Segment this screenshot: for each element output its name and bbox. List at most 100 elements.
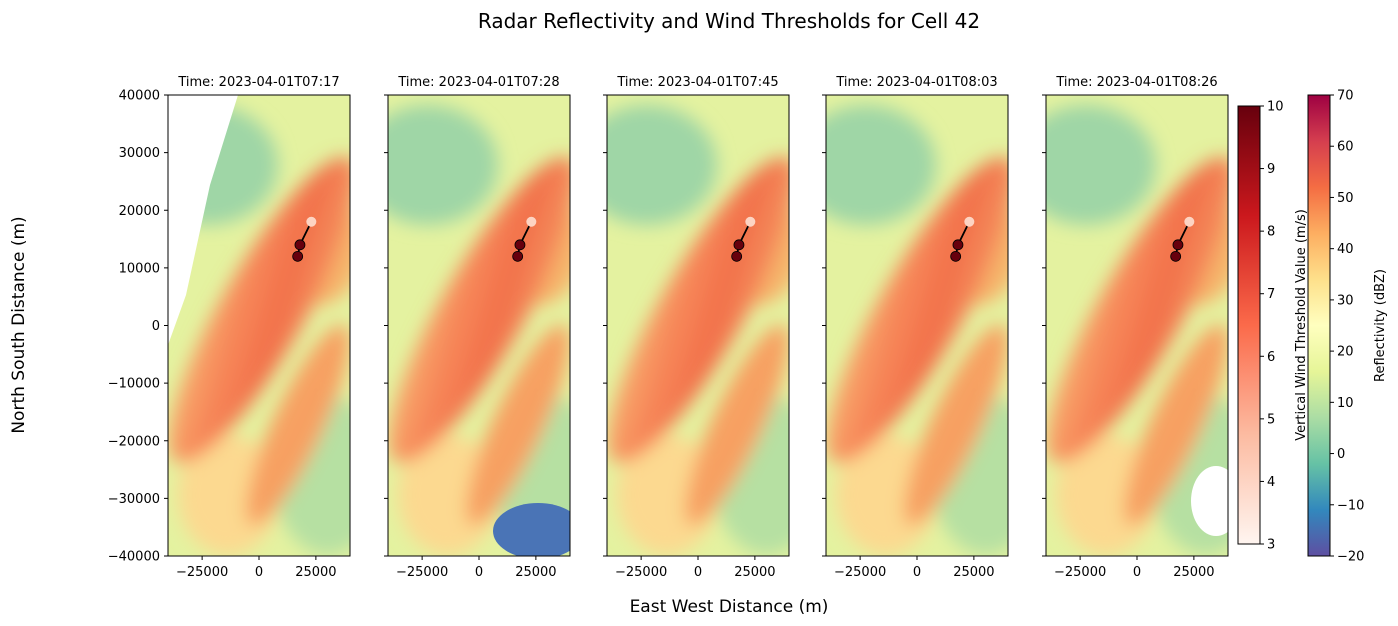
track-point bbox=[294, 239, 306, 251]
colorbar-tick-label: 9 bbox=[1267, 162, 1275, 177]
colorbar-tick-label: 5 bbox=[1267, 412, 1275, 427]
colorbar-tick-label: 10 bbox=[1337, 396, 1354, 411]
x-tick-label: 0 bbox=[1133, 565, 1141, 580]
field-high-band bbox=[1124, 324, 1228, 526]
field-texture bbox=[168, 105, 350, 555]
y-tick-label: 20000 bbox=[119, 204, 160, 219]
track-point bbox=[512, 250, 524, 262]
x-tick-label: 25000 bbox=[295, 565, 336, 580]
x-tick-label: 25000 bbox=[1173, 565, 1214, 580]
y-tick-label: −30000 bbox=[108, 492, 160, 507]
field-high-band bbox=[466, 324, 570, 526]
track-point bbox=[1184, 216, 1195, 227]
field-high-band bbox=[246, 324, 350, 526]
colorbar-reflectivity: −20 −10 0 10 20 30 40 50 60 70 Reflectivity (dBZ) bbox=[1307, 89, 1388, 565]
x-tick-label: 25000 bbox=[515, 565, 556, 580]
y-tick-label: −40000 bbox=[108, 550, 160, 565]
field-low-region bbox=[826, 105, 936, 225]
y-tick-label: −10000 bbox=[108, 377, 160, 392]
field-high-band bbox=[168, 156, 350, 464]
reflectivity-field bbox=[1046, 95, 1228, 556]
panel-3: Time: 2023-04-01T07:45 −25000 0 25000 bbox=[603, 75, 790, 580]
panel-2: Time: 2023-04-01T07:28 −25000 0 25000 bbox=[384, 75, 571, 580]
x-tick-label: 25000 bbox=[734, 565, 775, 580]
colorbar-wind-threshold: 3 4 5 6 7 8 9 10 Vertical Wind Threshold Value (… bbox=[1237, 100, 1309, 553]
colorbar-tick-label: 50 bbox=[1337, 191, 1354, 206]
track-point bbox=[745, 216, 756, 227]
track-point bbox=[964, 216, 975, 227]
field-high-band bbox=[1046, 156, 1228, 464]
x-axis-label: East West Distance (m) bbox=[630, 597, 829, 617]
panel-title: Time: 2023-04-01T07:28 bbox=[397, 75, 559, 90]
panel-title: Time: 2023-04-01T07:45 bbox=[616, 75, 778, 90]
field-high-band bbox=[388, 156, 570, 464]
colorbar-tick-label: 40 bbox=[1337, 242, 1354, 257]
colorbar-gradient bbox=[1307, 94, 1331, 557]
field-texture bbox=[826, 105, 1008, 555]
field-high-band bbox=[904, 324, 1008, 526]
x-tick-label: 0 bbox=[913, 565, 921, 580]
field-low-region bbox=[1046, 105, 1156, 225]
x-tick-label: 25000 bbox=[953, 565, 994, 580]
panel-4: Time: 2023-04-01T08:03 −25000 0 25000 bbox=[822, 75, 1009, 580]
missing-data-region bbox=[1191, 466, 1228, 536]
colorbar-tick-label: 6 bbox=[1267, 350, 1275, 365]
reflectivity-field bbox=[388, 95, 570, 556]
y-tick-label: 10000 bbox=[119, 261, 160, 276]
field-high-band bbox=[685, 324, 789, 526]
panels: Time: 2023-04-01T07:17 −25000 0 25000 −40000… bbox=[108, 75, 1229, 580]
colorbar-tick-label: 8 bbox=[1267, 225, 1275, 240]
track-point bbox=[731, 250, 743, 262]
colorbar-label: Vertical Wind Threshold Value (m/s) bbox=[1294, 209, 1309, 441]
field-low-region bbox=[388, 105, 498, 225]
x-tick-label: −25000 bbox=[1054, 565, 1106, 580]
x-tick-label: 0 bbox=[475, 565, 483, 580]
track-point bbox=[1172, 239, 1184, 251]
field-low-region bbox=[607, 105, 717, 225]
reflectivity-field bbox=[607, 95, 789, 556]
colorbar-tick-label: 20 bbox=[1337, 345, 1354, 360]
colorbar-tick-label: 4 bbox=[1267, 475, 1275, 490]
field-high-band bbox=[607, 156, 789, 464]
colorbar-tick-label: 70 bbox=[1337, 89, 1354, 104]
colorbar-label: Reflectivity (dBZ) bbox=[1373, 269, 1388, 382]
y-tick-label: 30000 bbox=[119, 146, 160, 161]
panel-5: Time: 2023-04-01T08:26 −25000 0 25000 bbox=[1042, 75, 1229, 580]
panel-title: Time: 2023-04-01T08:26 bbox=[1055, 75, 1217, 90]
field-texture bbox=[607, 105, 789, 555]
field-high-band bbox=[826, 156, 1008, 464]
y-tick-label: 40000 bbox=[119, 89, 160, 104]
colorbar-tick-label: 30 bbox=[1337, 293, 1354, 308]
track-point bbox=[526, 216, 537, 227]
reflectivity-field bbox=[826, 95, 1008, 556]
y-tick-label: 0 bbox=[152, 319, 160, 334]
track-point bbox=[952, 239, 964, 251]
track-point bbox=[306, 216, 317, 227]
y-axis-label: North South Distance (m) bbox=[9, 216, 29, 433]
colorbar-tick-label: 0 bbox=[1337, 447, 1345, 462]
track-point bbox=[514, 239, 526, 251]
field-low-region bbox=[493, 503, 570, 556]
track-point bbox=[733, 239, 745, 251]
x-tick-label: 0 bbox=[694, 565, 702, 580]
panel-title: Time: 2023-04-01T08:03 bbox=[835, 75, 997, 90]
colorbar-gradient bbox=[1237, 105, 1261, 545]
missing-data-region bbox=[168, 95, 238, 345]
colorbar-tick-label: 3 bbox=[1267, 538, 1275, 553]
colorbar-tick-label: −20 bbox=[1337, 550, 1364, 565]
x-tick-label: −25000 bbox=[615, 565, 667, 580]
x-tick-label: −25000 bbox=[834, 565, 886, 580]
colorbar-tick-label: 7 bbox=[1267, 287, 1275, 302]
x-tick-label: 0 bbox=[255, 565, 263, 580]
y-tick-label: −20000 bbox=[108, 434, 160, 449]
x-tick-label: −25000 bbox=[396, 565, 448, 580]
colorbar-tick-label: −10 bbox=[1337, 498, 1364, 513]
panel-1: Time: 2023-04-01T07:17 −25000 0 25000 −40000… bbox=[108, 75, 351, 580]
track-point bbox=[950, 250, 962, 262]
panel-title: Time: 2023-04-01T07:17 bbox=[177, 75, 339, 90]
figure-title: Radar Reflectivity and Wind Thresholds f… bbox=[478, 9, 980, 33]
track-point bbox=[292, 250, 304, 262]
x-tick-label: −25000 bbox=[176, 565, 228, 580]
reflectivity-field bbox=[168, 95, 350, 556]
